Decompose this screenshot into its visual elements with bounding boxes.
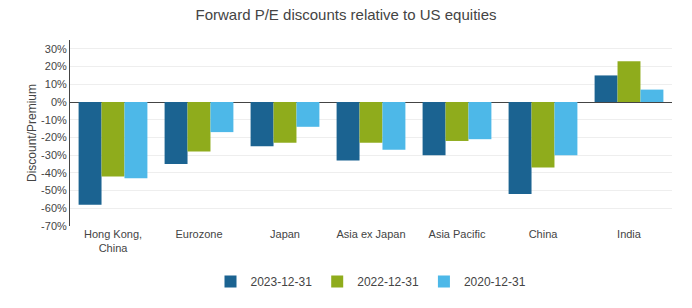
svg-text:-20%: -20% xyxy=(41,131,67,143)
svg-text:10%: 10% xyxy=(45,78,67,90)
svg-text:Eurozone: Eurozone xyxy=(175,228,222,240)
svg-text:2022-12-31: 2022-12-31 xyxy=(357,275,419,289)
svg-text:-30%: -30% xyxy=(41,149,67,161)
svg-text:Hong Kong,China: Hong Kong,China xyxy=(84,228,142,254)
svg-text:0%: 0% xyxy=(51,96,67,108)
svg-text:Asia ex Japan: Asia ex Japan xyxy=(336,228,405,240)
svg-text:-40%: -40% xyxy=(41,167,67,179)
svg-text:-50%: -50% xyxy=(41,184,67,196)
svg-text:2020-12-31: 2020-12-31 xyxy=(464,275,526,289)
svg-text:India: India xyxy=(617,228,642,240)
svg-text:2023-12-31: 2023-12-31 xyxy=(251,275,313,289)
svg-text:20%: 20% xyxy=(45,60,67,72)
svg-text:-60%: -60% xyxy=(41,202,67,214)
svg-text:China: China xyxy=(529,228,559,240)
svg-text:30%: 30% xyxy=(45,43,67,55)
svg-text:Discount/Premium: Discount/Premium xyxy=(25,84,39,182)
svg-text:Asia Pacific: Asia Pacific xyxy=(429,228,486,240)
svg-text:-10%: -10% xyxy=(41,114,67,126)
svg-text:Forward P/E discounts relative: Forward P/E discounts relative to US equ… xyxy=(196,6,497,23)
svg-text:-70%: -70% xyxy=(41,220,67,232)
svg-text:Japan: Japan xyxy=(270,228,300,240)
